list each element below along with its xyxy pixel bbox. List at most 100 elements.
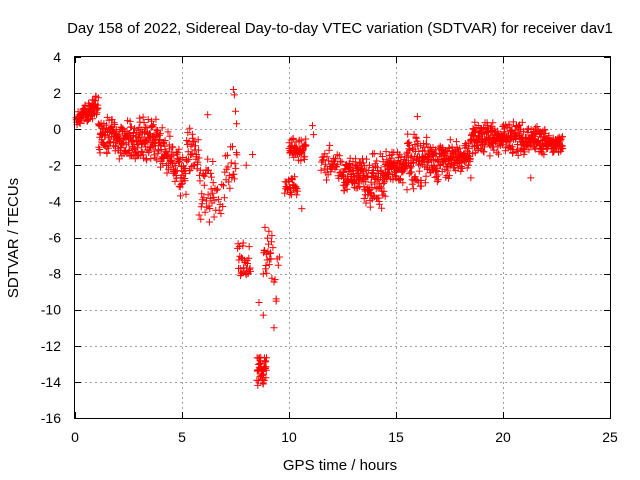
- data-point: [209, 158, 217, 165]
- data-point: [373, 157, 381, 165]
- data-point: [95, 121, 103, 129]
- data-point: [368, 184, 376, 192]
- y-tick-label: -14: [41, 374, 61, 390]
- y-tick-label: -10: [41, 302, 61, 318]
- data-point: [214, 185, 221, 193]
- data-point: [399, 168, 407, 176]
- data-point: [236, 265, 244, 272]
- x-tick-labels: 0 5 10 15 20 25: [71, 429, 618, 445]
- data-point: [387, 154, 395, 162]
- data-point: [104, 134, 112, 142]
- data-point: [556, 137, 564, 145]
- data-point: [205, 218, 213, 226]
- data-point: [177, 192, 184, 200]
- data-point: [233, 120, 241, 128]
- data-point: [195, 146, 203, 154]
- data-point: [254, 381, 262, 389]
- data-point: [323, 153, 331, 161]
- data-point: [395, 151, 403, 159]
- data-point: [378, 153, 386, 160]
- data-point: [207, 169, 215, 177]
- data-point: [169, 143, 177, 151]
- data-point: [465, 161, 472, 169]
- data-point: [327, 168, 335, 176]
- data-point: [232, 164, 240, 172]
- y-axis-title: SDTVAR / TECUs: [5, 178, 22, 298]
- data-point: [229, 143, 236, 151]
- data-point: [302, 141, 310, 149]
- data-point: [265, 227, 273, 235]
- data-point: [172, 162, 180, 170]
- data-point: [118, 140, 126, 148]
- data-point: [194, 136, 202, 144]
- data-point: [377, 166, 385, 174]
- data-point: [262, 366, 270, 374]
- data-point: [153, 156, 161, 164]
- data-point: [107, 124, 115, 131]
- data-point: [218, 181, 226, 188]
- data-point: [294, 187, 302, 195]
- data-point: [147, 143, 155, 151]
- data-point: [245, 243, 253, 251]
- data-point: [239, 239, 247, 247]
- data-point: [445, 144, 453, 152]
- data-point: [495, 150, 502, 158]
- data-point: [259, 311, 267, 319]
- data-point: [474, 122, 482, 129]
- data-point: [498, 141, 506, 149]
- data-point: [267, 249, 275, 257]
- data-point: [540, 151, 548, 159]
- data-point: [267, 255, 275, 263]
- data-point: [424, 164, 432, 172]
- data-point: [175, 145, 183, 153]
- data-point: [185, 167, 193, 175]
- data-point: [208, 189, 216, 197]
- data-point: [375, 200, 383, 208]
- x-tick-label: 15: [388, 429, 404, 445]
- data-point: [186, 124, 194, 132]
- data-point: [380, 187, 388, 195]
- data-point: [383, 174, 391, 182]
- data-point: [223, 151, 231, 159]
- data-point: [156, 130, 164, 138]
- data-point: [206, 205, 214, 212]
- y-tick-label: -12: [41, 338, 61, 354]
- data-point: [332, 155, 339, 163]
- data-point: [467, 174, 475, 182]
- data-point: [111, 121, 119, 128]
- data-point: [433, 165, 441, 173]
- data-point: [232, 107, 239, 115]
- data-point: [518, 118, 526, 126]
- data-point: [261, 247, 269, 255]
- data-point: [538, 149, 546, 157]
- data-point: [354, 179, 362, 187]
- data-point: [249, 151, 257, 158]
- data-point: [336, 157, 344, 165]
- data-point: [262, 364, 269, 372]
- data-point: [436, 162, 444, 169]
- chart-title: Day 158 of 2022, Sidereal Day-to-day VTE…: [67, 20, 613, 37]
- data-point: [217, 210, 225, 218]
- data-point: [103, 113, 111, 121]
- x-tick-label: 0: [71, 429, 79, 445]
- data-point: [364, 173, 372, 181]
- data-point: [268, 238, 275, 246]
- data-point: [309, 122, 316, 130]
- data-point: [161, 137, 169, 144]
- data-point: [401, 153, 409, 161]
- data-point: [489, 119, 497, 127]
- x-tick-label: 5: [178, 429, 186, 445]
- data-point: [326, 141, 334, 149]
- data-point: [181, 177, 189, 185]
- data-point: [347, 163, 354, 171]
- data-point: [335, 152, 343, 160]
- data-point: [192, 142, 199, 150]
- data-point: [310, 131, 318, 139]
- data-point: [481, 143, 488, 151]
- data-point: [195, 211, 203, 219]
- data-point: [319, 156, 327, 164]
- x-tick-label: 25: [602, 429, 618, 445]
- data-point: [268, 274, 276, 282]
- data-point: [531, 144, 539, 152]
- data-point: [378, 204, 386, 212]
